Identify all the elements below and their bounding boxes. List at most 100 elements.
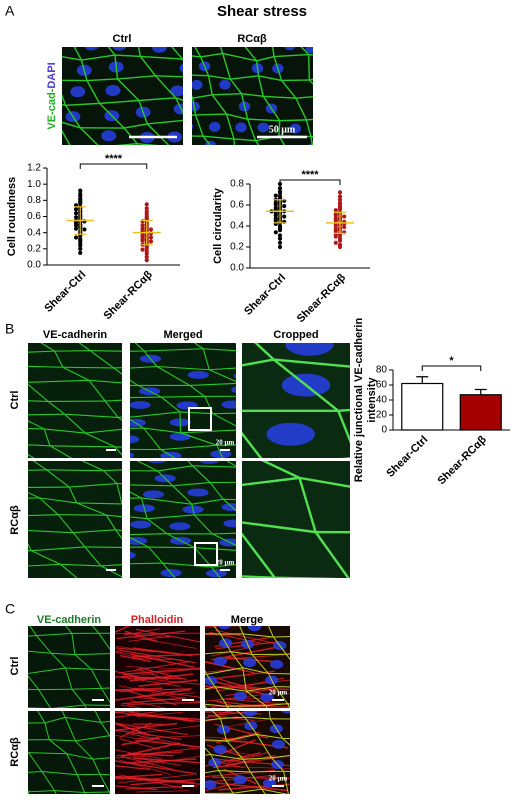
junction [137,47,142,57]
nucleus [248,584,269,592]
junction [191,498,224,505]
significance: **** [301,169,319,181]
nucleus [112,47,127,51]
actin-fiber [205,626,243,628]
significance: * [449,355,454,367]
nucleus [130,551,136,559]
junction [292,699,307,719]
junction [242,575,275,578]
actin-fiber [125,758,197,764]
junction [337,410,350,444]
junction [65,102,100,107]
junction [236,711,246,718]
junction [325,618,334,637]
junction [32,461,47,471]
junction [192,465,211,483]
micrograph [28,711,110,794]
data-point [273,230,278,235]
nucleus [142,490,165,499]
significance: **** [105,153,123,165]
junction [310,135,313,138]
nucleus [270,659,284,669]
data-point [148,239,154,244]
nucleus [199,461,220,464]
junction [51,704,85,708]
actin-fiber [127,701,200,705]
junction [258,75,282,82]
junction [227,705,266,707]
junction [105,399,122,402]
junction [314,637,333,652]
junction [202,135,211,145]
junction [267,626,274,638]
junction [300,710,326,727]
y-tick-label: 40 [376,395,388,406]
junction [47,401,65,415]
junction [194,547,212,568]
junction [100,720,110,723]
junction [130,379,139,386]
junction [40,343,55,352]
junction [17,128,23,145]
nucleus [54,585,75,593]
junction [256,55,275,62]
actin-fiber [215,681,270,697]
junction [28,497,40,499]
junction [202,150,212,165]
data-point [333,234,338,239]
x-tick-label: Shear-Ctrl [384,434,430,480]
micrograph [17,47,212,165]
junction [242,476,300,487]
nucleus [219,79,231,90]
junction [130,491,142,499]
nucleus [130,400,151,409]
junction [219,47,224,54]
nucleus [209,121,221,132]
y-tick-label: 0.0 [230,263,244,274]
junction [36,635,52,654]
micrograph [0,343,122,458]
actin-fiber [218,783,290,791]
junction [205,739,227,742]
junction [218,769,251,773]
scale-label: 50 μm [269,124,296,135]
junction [251,654,269,674]
junction [36,632,72,637]
actin-fiber [132,647,193,657]
junction [0,595,4,598]
actin-fiber [115,729,182,741]
junction [86,80,101,104]
junction [193,514,213,535]
junction [300,754,311,773]
junction [0,380,6,400]
y-tick-label: 0.6 [27,211,41,222]
junction [148,546,195,549]
junction [76,502,122,505]
junction [130,497,142,499]
junction [268,672,290,675]
junction [262,95,281,122]
junction [136,157,163,160]
actin-fiber [133,757,181,766]
junction [4,596,42,598]
junction [175,97,183,115]
junction [285,622,407,623]
micrograph [115,711,200,794]
junction [230,651,253,656]
data-point [282,203,287,209]
junction [211,711,221,719]
junction [306,118,313,121]
junction [91,668,110,671]
nucleus [266,422,315,446]
actin-fiber [129,636,197,649]
nucleus [169,432,191,441]
junction [28,550,32,552]
junction [242,532,276,578]
junction [99,102,125,129]
junction [71,633,76,655]
junction [338,55,358,75]
junction [205,769,219,774]
junction [28,413,65,416]
junction [92,758,101,775]
actin-fiber [115,675,181,687]
